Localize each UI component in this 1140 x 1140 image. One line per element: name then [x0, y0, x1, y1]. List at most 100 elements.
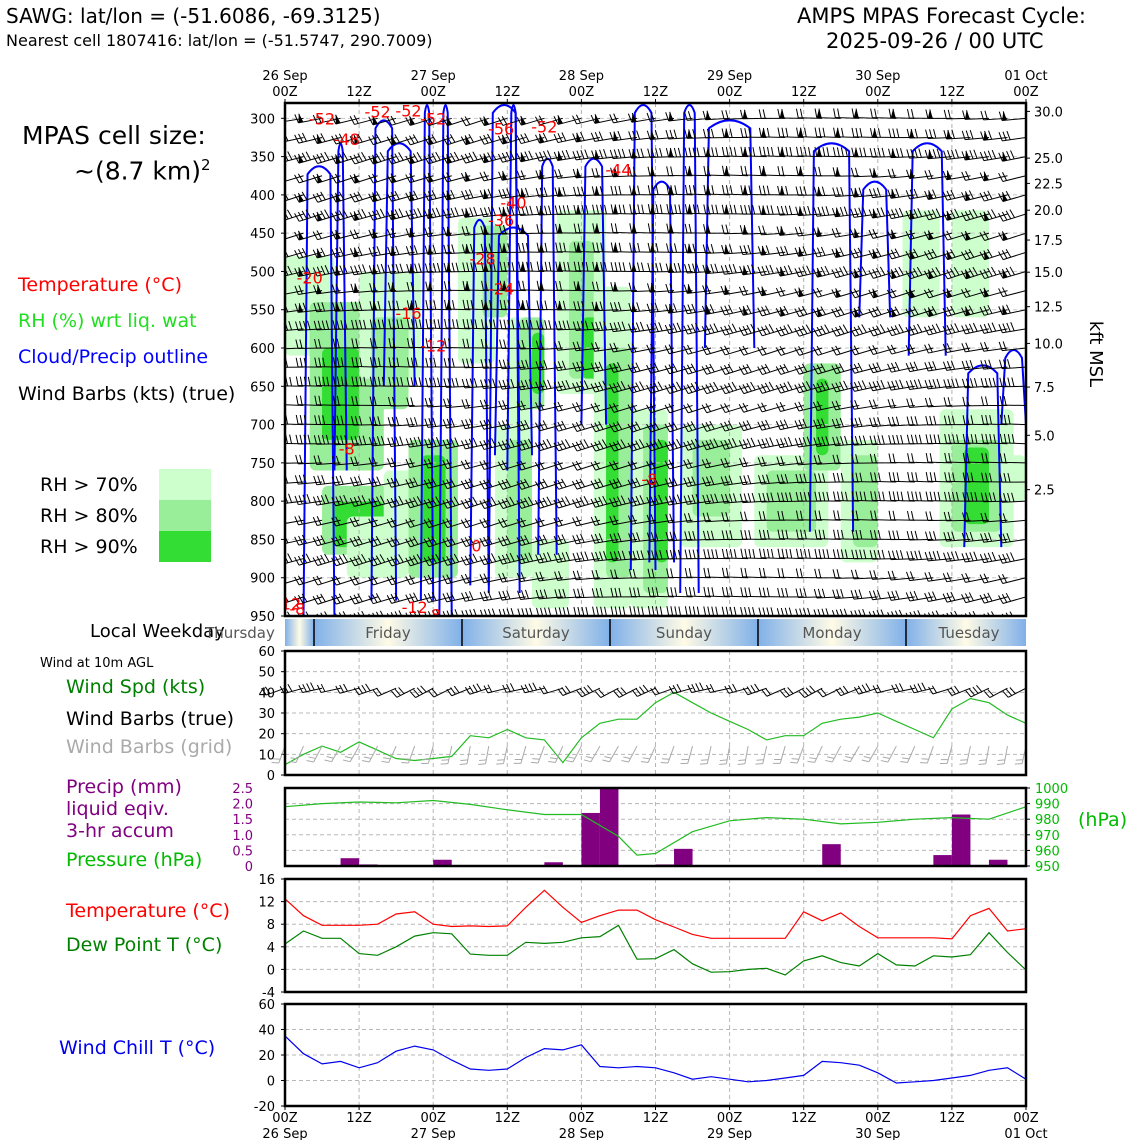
barb-feather [851, 127, 855, 138]
barb-pennant [409, 116, 416, 126]
barb-feather [405, 612, 411, 616]
barb-feather [837, 491, 840, 501]
barb-feather [564, 439, 571, 448]
wind-barb [442, 226, 471, 237]
barb-feather [263, 434, 265, 443]
barb-feather [707, 606, 711, 616]
wind-spd-label: Wind Spd (kts) [66, 676, 206, 698]
barb-feather [369, 301, 373, 311]
barb-feather [350, 283, 355, 293]
barb-feather [721, 128, 725, 138]
barb-feather [789, 147, 793, 157]
rh-patch [322, 348, 360, 440]
barb-feather [395, 263, 400, 273]
barb-feather [781, 127, 785, 137]
barb-feather [464, 116, 471, 125]
barb-feather [336, 357, 340, 367]
barb-feather [316, 536, 322, 545]
wind-barb [666, 184, 693, 196]
barb-feather [294, 267, 300, 277]
barb-feather [733, 606, 737, 616]
barb-feather [318, 357, 322, 367]
barb-feather [259, 474, 261, 483]
barb-feather [822, 147, 826, 157]
wind-barb [425, 300, 452, 311]
barb-feather [338, 191, 345, 201]
barb-feather [295, 454, 299, 465]
barb-feather [672, 303, 678, 313]
barb-feather [758, 185, 762, 195]
barb-feather [277, 322, 280, 331]
barb-feather [637, 242, 640, 253]
barb-feather [349, 155, 356, 165]
barb-feather [548, 205, 552, 215]
wind-barb [368, 495, 397, 508]
barb-feather [339, 475, 344, 485]
barb-feather [766, 185, 770, 195]
barb-staff [285, 481, 304, 485]
barb-feather [873, 147, 877, 158]
barb-feather [499, 339, 503, 349]
barb-feather [417, 609, 422, 616]
barb-feather [258, 251, 262, 260]
barb-feather [646, 112, 651, 122]
rh-patch [951, 210, 989, 318]
barb-feather [350, 477, 355, 487]
barb-feather [398, 554, 404, 563]
wind-barb [425, 318, 452, 330]
barb-feather [320, 133, 326, 142]
barb-feather [779, 345, 786, 355]
barb-feather [380, 263, 385, 273]
wind-barb [350, 283, 378, 294]
barb-pennant [372, 264, 378, 275]
barb-feather [733, 147, 737, 157]
barb-feather [544, 320, 548, 330]
barb-feather [684, 129, 688, 139]
barb-feather [312, 537, 318, 546]
wind-panel-title: Wind at 10m AGL [40, 656, 154, 671]
barb-feather [387, 282, 392, 292]
barb-feather [894, 361, 900, 371]
barb-feather [761, 266, 766, 275]
rh-patch [816, 378, 829, 456]
barb-feather [376, 246, 381, 256]
barb-feather [739, 109, 744, 119]
barb-feather [278, 358, 280, 367]
barb-feather [312, 516, 318, 526]
barb-feather [409, 518, 415, 527]
barb-feather [803, 588, 807, 598]
barb-feather [351, 357, 355, 367]
wind-barb [332, 357, 360, 368]
barb-feather [423, 499, 430, 509]
barb-feather [826, 147, 830, 157]
barb-feather [449, 134, 456, 143]
barb-feather [297, 575, 304, 584]
wind-barb [285, 328, 286, 333]
barb-feather [688, 606, 692, 616]
barb-feather [575, 441, 582, 451]
barb-feather [355, 396, 359, 406]
barb-feather [409, 498, 415, 507]
barb-feather [894, 208, 900, 218]
barb-pennant [335, 114, 341, 124]
wind-barb [285, 414, 304, 426]
barb-feather [880, 207, 885, 217]
barb-feather [349, 193, 356, 203]
barb-feather [584, 149, 589, 159]
wind-barb [406, 397, 434, 407]
barb-feather [610, 223, 614, 233]
barb-staff [285, 404, 304, 406]
barb-feather [350, 456, 355, 466]
wind-barb [777, 548, 804, 560]
barb-feather [804, 548, 807, 559]
barb-feather [688, 185, 692, 195]
barb-feather [416, 496, 423, 505]
barb-pennant [390, 246, 396, 256]
barb-feather [357, 496, 363, 505]
barb-feather [581, 588, 585, 598]
barb-feather [405, 438, 410, 448]
wind-barb [258, 251, 286, 260]
barb-feather [306, 265, 311, 275]
barb-feather [711, 185, 715, 195]
rh-patch [1001, 455, 1026, 502]
